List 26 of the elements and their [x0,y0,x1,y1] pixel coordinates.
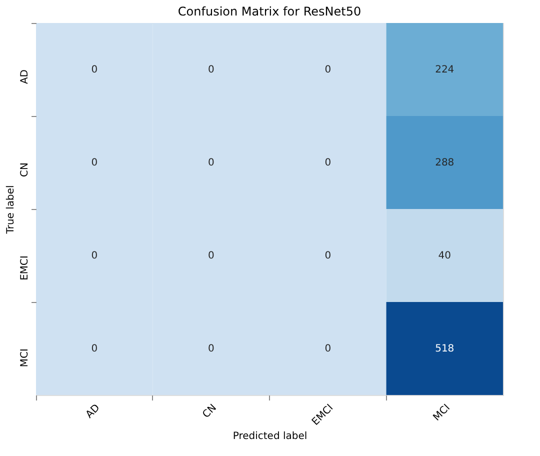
chart-title: Confusion Matrix for ResNet50 [178,4,362,18]
y-tick-label: EMCI [20,256,30,280]
data-label: 0 [208,250,214,262]
y-tick-label: AD [20,69,30,84]
data-label: 0 [91,158,98,168]
data-label: 0 [91,250,98,262]
data-label: 518 [435,344,454,354]
y-tick-label: CN [20,162,30,177]
data-label: 288 [435,158,454,168]
data-label: 0 [324,344,332,354]
data-label: 0 [208,158,214,168]
y-tick-label: MCI [20,348,30,368]
data-label: 0 [208,64,214,76]
x-axis-title: Predicted label [232,431,308,442]
y-axis-title: True label [6,185,16,235]
data-label: 0 [91,64,98,76]
data-label: 0 [208,344,214,354]
x-tick-label: AD [84,402,102,421]
data-label: 0 [324,158,332,168]
data-label: 0 [91,344,98,354]
data-label: 0 [324,250,332,262]
data-label: 0 [324,64,332,76]
x-tick-label: CN [200,402,219,421]
data-label: 224 [435,64,454,76]
x-tick-label: MCI [432,402,452,424]
data-label: 40 [438,250,451,262]
